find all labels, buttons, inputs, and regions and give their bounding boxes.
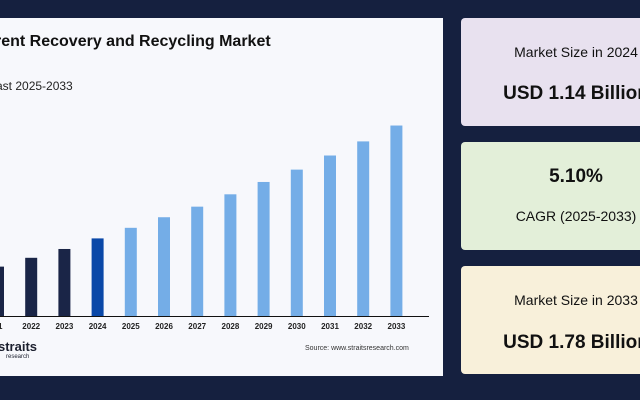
bar-2022 [25,257,38,316]
logo-text: straits [0,339,38,354]
x-tick-label: 21 [0,322,3,331]
market-size-2033-card: Market Size in 2033 USD 1.78 Billion [461,266,640,374]
card-value: USD 1.14 Billion [503,83,640,104]
x-tick-label: 2023 [56,322,74,331]
bar-2029 [257,181,270,316]
bar-2027 [191,206,204,316]
x-tick-label: 2029 [255,322,273,331]
x-tick-label: 2028 [222,322,240,331]
x-tick-label: 2024 [89,322,107,331]
bar-2024 [91,238,104,316]
bar-21 [0,266,4,316]
bar-2031 [324,155,336,316]
card-value: 5.10% [549,166,603,187]
x-tick-label: 2033 [388,322,406,331]
bar-2025 [124,227,137,316]
card-label: Market Size in 2024 [514,44,638,60]
x-tick-label: 2026 [155,322,173,331]
bar-2033 [390,125,403,316]
card-label: CAGR (2025-2033) [515,208,637,224]
x-tick-label: 2032 [354,322,372,331]
bar-2028 [224,194,237,316]
bar-2030 [290,169,303,316]
bar-2023 [58,248,71,316]
market-size-2024-card: Market Size in 2024 USD 1.14 Billion [461,18,640,126]
card-value: USD 1.78 Billion [503,332,640,353]
straits-research-logo: straits research [0,340,37,360]
card-label: Market Size in 2033 [514,292,638,308]
x-tick-label: 2022 [22,322,40,331]
bar-2026 [158,217,170,316]
x-tick-label: 2027 [188,322,206,331]
x-tick-label: 2031 [321,322,339,331]
x-tick-label: 2030 [288,322,306,331]
logo-subtext: research [6,354,30,360]
chart-subtitle: ast 2025-2033 [0,79,73,93]
bar-chart: 21 2022 2023 2024 2025 2026 2027 2028 2029 2030 20… [0,125,429,331]
bar-2032 [357,141,370,316]
chart-title: rent Recovery and Recycling Market [0,33,271,50]
x-tick-label: 2025 [122,322,140,331]
source-note: Source: www.straitsresearch.com [305,345,409,352]
cagr-card: 5.10% CAGR (2025-2033) [461,142,640,250]
chart-panel: rent Recovery and Recycling Market ast 2… [0,18,443,376]
